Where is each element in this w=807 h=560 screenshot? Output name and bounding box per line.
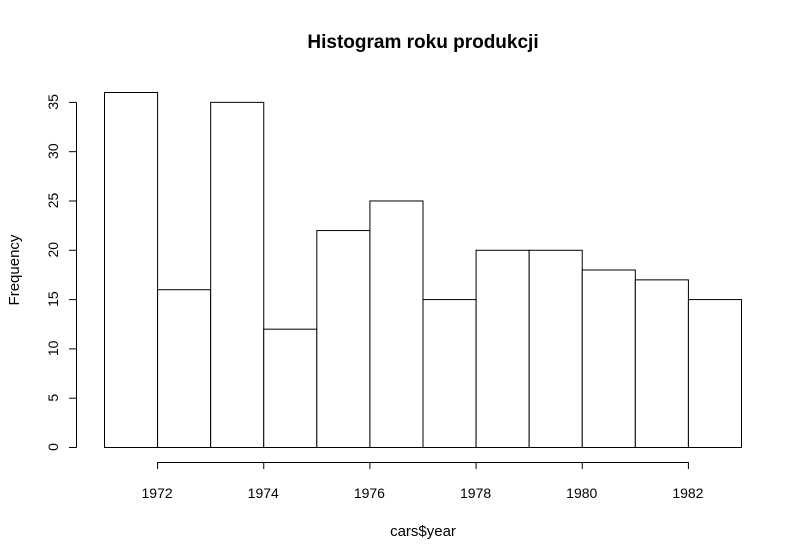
histogram-bar: [581, 269, 636, 448]
x-tick-label: 1982: [672, 485, 703, 501]
histogram-bar: [634, 279, 689, 448]
x-tick-label: 1972: [142, 485, 173, 501]
histogram-bar: [422, 299, 477, 449]
y-tick-label: 30: [45, 143, 61, 159]
histogram-bar: [687, 299, 743, 449]
x-tick-label: 1980: [566, 485, 597, 501]
histogram-bar: [316, 230, 371, 448]
x-tick-label: 1978: [460, 485, 491, 501]
y-tick-label: 0: [45, 443, 61, 451]
histogram-bar: [210, 101, 265, 448]
histogram-bar: [104, 92, 159, 448]
y-tick-label: 25: [45, 192, 61, 208]
y-tick-label: 15: [45, 291, 61, 307]
x-tick-label: 1974: [248, 485, 279, 501]
y-tick-label: 35: [45, 94, 61, 110]
histogram-bar: [475, 249, 530, 448]
histogram-bar: [528, 249, 583, 448]
histogram-bar: [157, 289, 212, 448]
y-tick-label: 10: [45, 340, 61, 356]
y-axis-label: Frequency: [6, 234, 23, 305]
bars-group: [104, 92, 743, 449]
histogram-bar: [263, 328, 318, 448]
x-axis: 1972 1974 1976 1978 1980 1982: [142, 462, 704, 501]
x-tick-label: 1976: [354, 485, 385, 501]
histogram-bar: [369, 200, 424, 448]
y-tick-label: 5: [45, 394, 61, 402]
y-tick-label: 20: [45, 242, 61, 258]
chart-title: Histogram roku produkcji: [307, 32, 538, 53]
x-axis-label: cars$year: [390, 523, 456, 540]
y-axis: 0 5 10 15 20 25 30 35: [45, 94, 77, 451]
